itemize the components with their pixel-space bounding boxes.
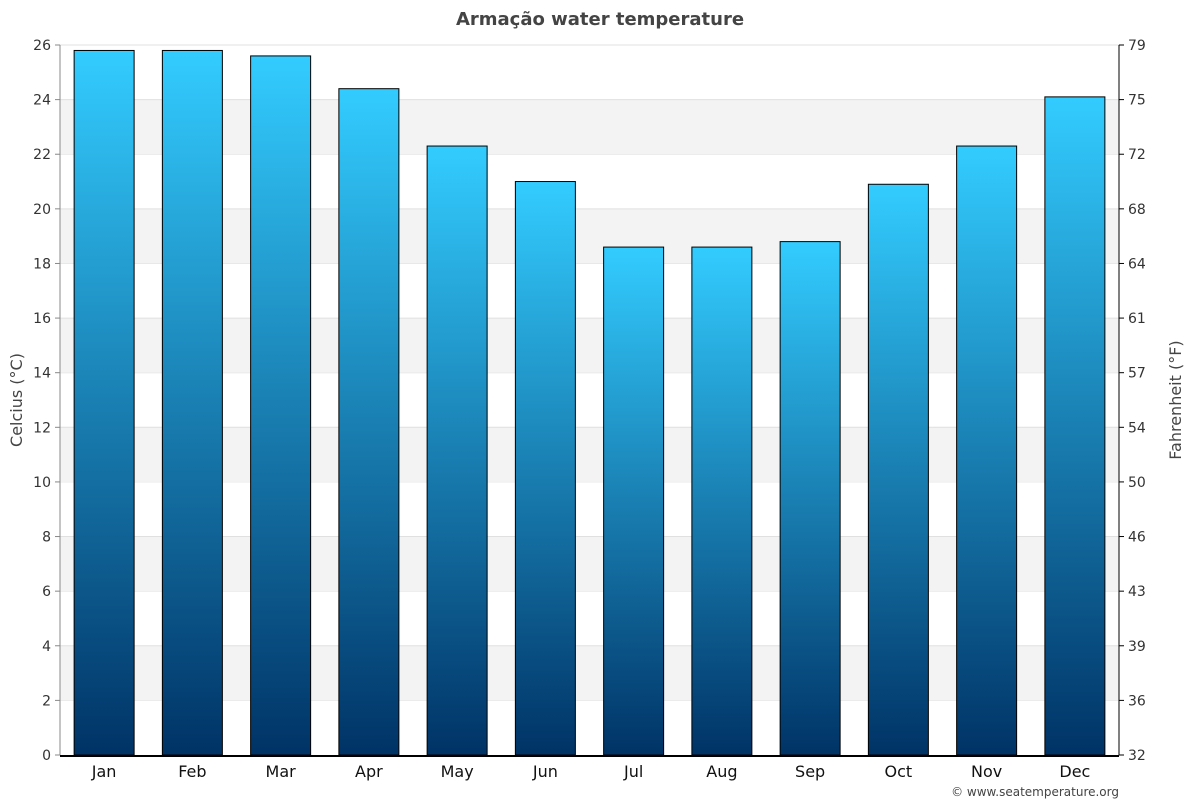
bar-jan[interactable] (73, 49, 135, 756)
y-tick-label-left: 0 (42, 748, 51, 764)
y-tick-label-left: 10 (33, 475, 51, 491)
grid-band (60, 427, 1119, 482)
x-tick-label: Oct (885, 762, 913, 781)
y-tick-label-left: 16 (33, 311, 51, 327)
x-tick-label: Nov (971, 762, 1002, 781)
y-tick-label-right: 75 (1128, 93, 1146, 109)
x-tick-label: Apr (355, 762, 383, 781)
grid-band (60, 536, 1119, 592)
x-tick-label: Jul (623, 762, 643, 781)
y-tick-label-left: 20 (33, 202, 51, 218)
chart-title: Armação water temperature (456, 9, 744, 30)
x-tick-label: Jun (532, 762, 558, 781)
y-axis-label-left: Celcius (°C) (7, 353, 26, 447)
bar-may[interactable] (426, 145, 488, 756)
y-tick-label-right: 39 (1128, 639, 1146, 655)
x-tick-label: Feb (178, 762, 206, 781)
y-tick-label-left: 18 (33, 256, 51, 272)
x-tick-label: Dec (1059, 762, 1090, 781)
grid-band (60, 318, 1119, 373)
y-tick-label-left: 24 (33, 93, 51, 109)
x-tick-label: Jan (91, 762, 117, 781)
x-tick-label: Aug (706, 762, 737, 781)
y-tick-label-left: 14 (33, 366, 51, 382)
y-tick-label-right: 32 (1128, 748, 1146, 764)
x-tick-label: May (441, 762, 474, 781)
grid-band (60, 645, 1119, 701)
bar-oct[interactable] (867, 183, 929, 756)
y-tick-label-left: 6 (42, 584, 51, 600)
y-tick-label-right: 36 (1128, 693, 1146, 709)
y-tick-label-right: 72 (1128, 147, 1146, 163)
y-tick-label-right: 79 (1128, 38, 1146, 54)
y-tick-label-right: 54 (1128, 420, 1146, 436)
x-tick-label: Mar (266, 762, 297, 781)
grid-band (60, 99, 1119, 155)
bar-dec[interactable] (1044, 96, 1106, 756)
x-tick-label: Sep (795, 762, 825, 781)
bar-apr[interactable] (338, 88, 400, 756)
bar-sep[interactable] (779, 241, 841, 756)
y-tick-label-right: 46 (1128, 530, 1146, 546)
y-tick-label-left: 4 (42, 639, 51, 655)
y-tick-label-right: 43 (1128, 584, 1146, 600)
y-axis-label-right: Fahrenheit (°F) (1166, 340, 1185, 459)
grid-band (60, 208, 1119, 264)
y-tick-label-right: 57 (1128, 366, 1146, 382)
bar-mar[interactable] (250, 55, 312, 756)
y-tick-label-left: 12 (33, 420, 51, 436)
y-tick-label-right: 64 (1128, 256, 1146, 272)
y-tick-label-right: 68 (1128, 202, 1146, 218)
bar-feb[interactable] (161, 49, 223, 756)
y-tick-label-left: 26 (33, 38, 51, 54)
y-tick-label-right: 61 (1128, 311, 1146, 327)
y-tick-label-right: 50 (1128, 475, 1146, 491)
bar-nov[interactable] (956, 145, 1018, 756)
bar-aug[interactable] (691, 246, 753, 756)
y-tick-label-left: 22 (33, 147, 51, 163)
bar-jul[interactable] (603, 246, 665, 756)
y-tick-label-left: 2 (42, 693, 51, 709)
credit: © www.seatemperature.org (951, 785, 1119, 799)
y-tick-label-left: 8 (42, 530, 51, 546)
bar-jun[interactable] (514, 181, 576, 756)
